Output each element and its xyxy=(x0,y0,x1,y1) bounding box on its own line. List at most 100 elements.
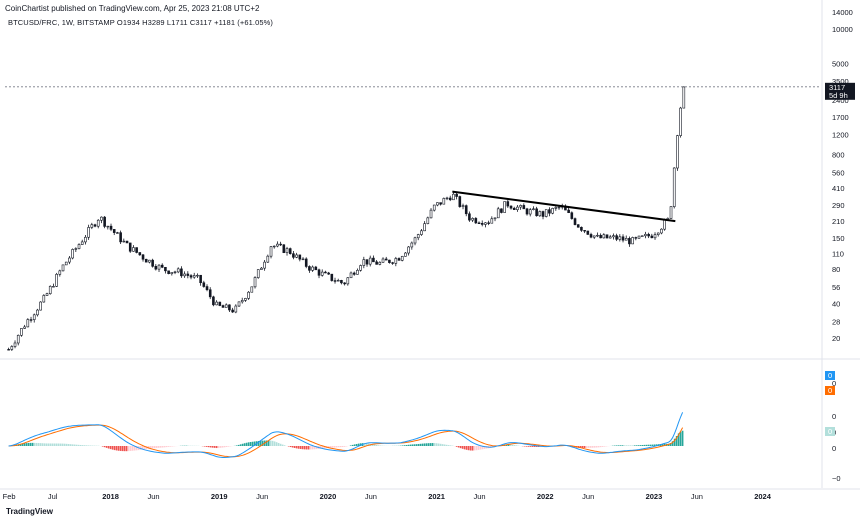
macd-histogram-bar xyxy=(417,443,420,446)
macd-histogram-bar xyxy=(27,442,30,446)
candle-body xyxy=(292,253,295,258)
macd-histogram-bar xyxy=(55,443,58,446)
macd-histogram-bar xyxy=(245,442,248,446)
candle-body xyxy=(13,342,17,347)
macd-histogram-bar xyxy=(39,443,42,446)
macd-histogram-bar xyxy=(621,445,624,446)
candle-body xyxy=(90,224,94,228)
price-tick-label: 1700 xyxy=(832,113,849,122)
candle-body xyxy=(557,206,561,209)
candle-body xyxy=(74,248,78,250)
time-tick-label: Jun xyxy=(474,492,486,501)
candle-body xyxy=(468,213,471,221)
macd-histogram-bar xyxy=(355,443,358,446)
candle-body xyxy=(199,274,202,284)
macd-histogram-bar xyxy=(247,442,250,446)
candle-body xyxy=(589,234,593,238)
candle-body xyxy=(52,286,55,288)
candle-body xyxy=(378,261,382,265)
macd-histogram-bar xyxy=(21,443,24,446)
macd-histogram-bar xyxy=(341,446,344,448)
candle-body xyxy=(650,235,654,239)
candle-body xyxy=(647,233,650,237)
macd-histogram-bar xyxy=(637,445,640,446)
macd-histogram-bar xyxy=(115,446,118,451)
macd-histogram-bar xyxy=(581,446,584,449)
candle-body xyxy=(298,254,302,260)
macd-histogram-bar xyxy=(603,446,606,447)
macd-histogram-bar xyxy=(105,446,108,448)
macd-histogram-bar xyxy=(129,446,132,451)
candle-body xyxy=(500,208,503,213)
candle-body xyxy=(10,346,14,350)
candle-body xyxy=(365,259,369,265)
candle-body xyxy=(311,266,314,271)
macd-histogram-bar xyxy=(165,446,168,448)
price-tick-label: 2400 xyxy=(832,96,849,105)
macd-histogram-bar xyxy=(41,443,44,446)
macd-histogram-bar xyxy=(477,446,480,450)
candle-body xyxy=(154,266,158,270)
macd-histogram-bar xyxy=(645,444,648,446)
macd-histogram-bar xyxy=(267,440,270,446)
macd-histogram-bar xyxy=(421,443,424,446)
candle-body xyxy=(308,266,311,271)
candle-body xyxy=(167,270,170,275)
candle-body xyxy=(324,271,327,274)
candle-body xyxy=(282,244,286,253)
price-tick-label: 410 xyxy=(832,184,845,193)
macd-histogram-bar xyxy=(101,446,104,447)
price-tick-label: 210 xyxy=(832,217,845,226)
candle-body xyxy=(554,207,558,209)
macd-histogram-bar xyxy=(235,445,238,446)
macd-histogram-bar xyxy=(37,443,40,446)
macd-histogram-bar xyxy=(67,444,70,446)
candle-body xyxy=(682,86,686,109)
macd-histogram-bar xyxy=(51,443,54,446)
candle-body xyxy=(234,305,238,313)
time-tick-label: Jun xyxy=(148,492,160,501)
candle-body xyxy=(445,197,449,200)
tradingview-logo[interactable]: TradingView xyxy=(6,507,53,516)
macd-histogram-bar xyxy=(673,438,676,446)
macd-histogram-bar xyxy=(629,445,632,446)
macd-histogram-bar xyxy=(287,446,290,447)
candle-body xyxy=(608,236,612,239)
macd-histogram-bar xyxy=(297,446,300,449)
candle-body xyxy=(135,247,138,253)
macd-histogram-bar xyxy=(243,443,246,446)
candle-body xyxy=(663,219,666,230)
macd-histogram-bar xyxy=(631,445,634,446)
macd-histogram-bar xyxy=(83,445,86,446)
macd-histogram-bar xyxy=(65,443,68,446)
macd-histogram-bar xyxy=(57,443,60,446)
candle-body xyxy=(519,205,522,208)
macd-histogram-bar xyxy=(271,440,274,446)
candle-body xyxy=(442,198,446,205)
macd-histogram-bar xyxy=(139,446,142,450)
macd-histogram-bar xyxy=(617,445,620,446)
macd-histogram-bar xyxy=(675,435,678,446)
macd-histogram-bar xyxy=(469,446,472,451)
macd-histogram-bar xyxy=(313,446,316,450)
price-tick-label: 150 xyxy=(832,234,845,243)
candle-body xyxy=(112,229,116,233)
macd-histogram-bar xyxy=(583,446,586,449)
candle-body xyxy=(567,209,570,213)
macd-histogram-bar xyxy=(473,446,476,451)
candle-body xyxy=(183,273,186,277)
macd-histogram-bar xyxy=(23,443,26,446)
candle-body xyxy=(420,230,423,235)
candle-body xyxy=(397,258,401,261)
macd-histogram-bar xyxy=(157,446,160,448)
candle-body xyxy=(68,257,71,263)
macd-histogram-bar xyxy=(483,446,486,449)
candle-body xyxy=(362,259,366,266)
candle-body xyxy=(71,249,74,259)
candle-body xyxy=(116,232,119,234)
candle-body xyxy=(525,208,529,215)
price-tick-label: 40 xyxy=(832,300,840,309)
macd-histogram-bar xyxy=(407,444,410,446)
candle-body xyxy=(212,296,215,306)
